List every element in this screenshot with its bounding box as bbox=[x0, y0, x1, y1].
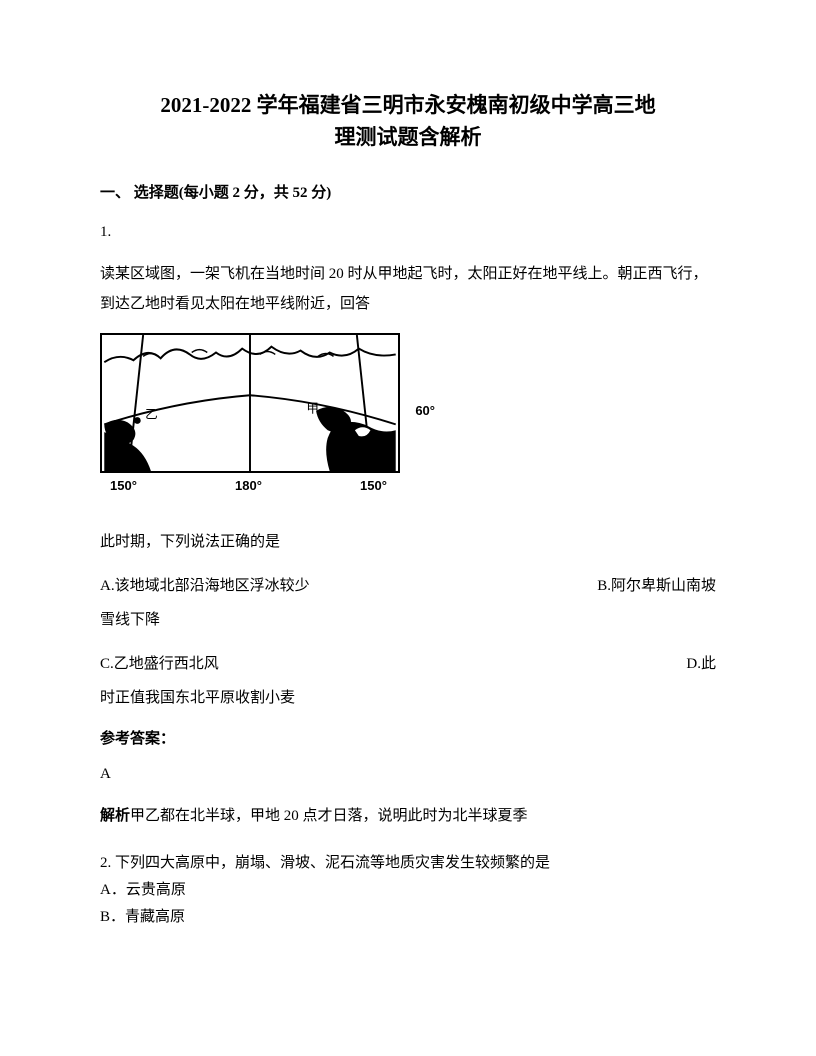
q1-analysis: 解析甲乙都在北半球，甲地 20 点才日落，说明此时为北半球夏季 bbox=[100, 803, 716, 830]
lon-label-1: 150° bbox=[110, 478, 137, 493]
q1-option-d-cont: 时正值我国东北平原收割小麦 bbox=[100, 683, 716, 713]
title-line-1: 2021-2022 学年福建省三明市永安槐南初级中学高三地 bbox=[100, 90, 716, 122]
document-title: 2021-2022 学年福建省三明市永安槐南初级中学高三地 理测试题含解析 bbox=[100, 90, 716, 153]
q1-prompt: 此时期，下列说法正确的是 bbox=[100, 527, 716, 557]
q1-option-d: D.此 bbox=[686, 649, 716, 679]
q1-option-c: C.乙地盛行西北风 bbox=[100, 649, 219, 679]
section-header: 一、 选择题(每小题 2 分，共 52 分) bbox=[100, 181, 716, 202]
map-svg: 乙 甲 bbox=[102, 335, 398, 471]
q1-stem: 读某区域图，一架飞机在当地时间 20 时从甲地起飞时，太阳正好在地平线上。朝正西… bbox=[100, 259, 716, 319]
q2-option-b: B．青藏高原 bbox=[100, 904, 716, 931]
q1-options-row-2: C.乙地盛行西北风 D.此 bbox=[100, 649, 716, 679]
q2-stem: 2. 下列四大高原中，崩塌、滑坡、泥石流等地质灾害发生较频繁的是 bbox=[100, 850, 716, 877]
map-figure: 乙 甲 60° 150° 180° 150° bbox=[100, 333, 405, 503]
q1-number: 1. bbox=[100, 224, 716, 241]
analysis-label: 解析 bbox=[100, 808, 130, 824]
q1-option-a: A.该地域北部沿海地区浮冰较少 bbox=[100, 571, 310, 601]
analysis-text: 甲乙都在北半球，甲地 20 点才日落，说明此时为北半球夏季 bbox=[130, 808, 528, 824]
lon-label-3: 150° bbox=[360, 478, 387, 493]
answer-header: 参考答案： bbox=[100, 727, 716, 748]
map-box: 乙 甲 bbox=[100, 333, 400, 473]
map-label-jia: 甲 bbox=[306, 402, 319, 416]
map-label-yi: 乙 bbox=[145, 408, 158, 422]
q1-option-b-cont: 雪线下降 bbox=[100, 605, 716, 635]
q1-options-row-1: A.该地域北部沿海地区浮冰较少 B.阿尔卑斯山南坡 bbox=[100, 571, 716, 601]
q2-option-a: A．云贵高原 bbox=[100, 877, 716, 904]
lat-label-60: 60° bbox=[415, 403, 435, 418]
q1-option-b: B.阿尔卑斯山南坡 bbox=[597, 571, 716, 601]
lon-label-2: 180° bbox=[235, 478, 262, 493]
q1-answer: A bbox=[100, 766, 716, 783]
title-line-2: 理测试题含解析 bbox=[100, 122, 716, 154]
